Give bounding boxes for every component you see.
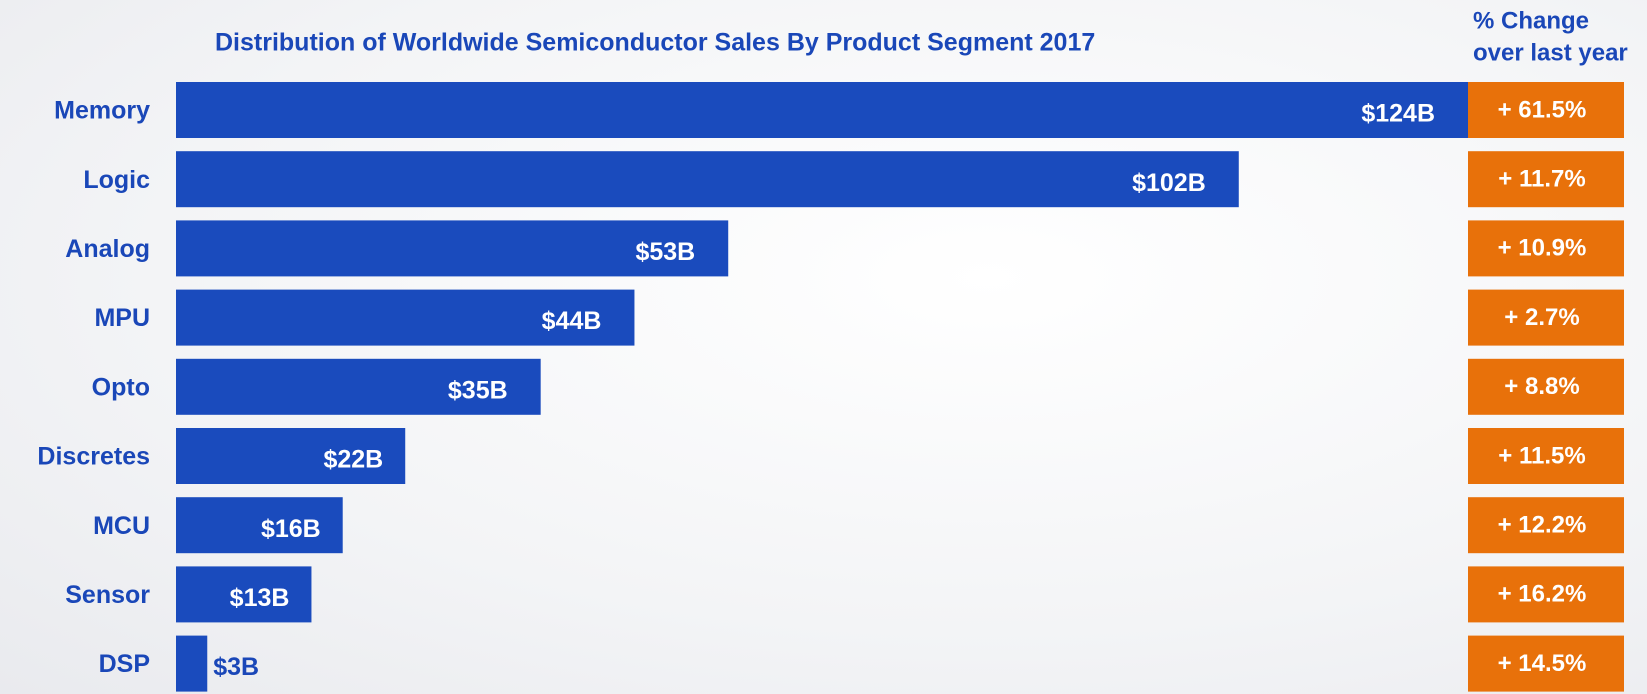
category-label: Discretes	[37, 443, 150, 471]
change-title: over last year	[1473, 39, 1628, 66]
value-label: $124B	[1361, 100, 1435, 128]
category-label: MCU	[93, 512, 150, 540]
category-label: Sensor	[65, 581, 150, 609]
change-box	[1468, 289, 1624, 346]
bar	[176, 428, 406, 484]
bar	[176, 151, 1239, 208]
value-label: $102B	[1132, 169, 1206, 197]
bar	[176, 358, 541, 415]
value-label: $44B	[542, 307, 602, 335]
change-box	[1468, 428, 1624, 484]
change-label: + 11.7%	[1498, 166, 1585, 193]
category-label: DSP	[99, 650, 150, 678]
bar	[176, 635, 208, 692]
change-label: + 12.2%	[1498, 512, 1587, 539]
change-label: + 61.5%	[1498, 96, 1587, 123]
change-label: + 8.8%	[1504, 373, 1579, 400]
change-box	[1468, 82, 1624, 138]
value-label: $3B	[213, 653, 259, 681]
bar	[176, 566, 312, 623]
category-label: Memory	[54, 97, 150, 125]
change-box	[1468, 566, 1624, 623]
value-label: $16B	[261, 515, 321, 543]
bar	[176, 220, 729, 277]
value-label: $35B	[448, 376, 508, 404]
category-label: Analog	[65, 235, 150, 263]
change-box	[1468, 635, 1624, 692]
change-label: + 2.7%	[1504, 304, 1579, 331]
chart-title: Distribution of Worldwide Semiconductor …	[215, 29, 1095, 57]
bar	[176, 497, 343, 554]
category-label: MPU	[94, 304, 150, 332]
category-label: Logic	[83, 166, 150, 194]
change-label: + 10.9%	[1498, 235, 1587, 262]
bar	[176, 289, 635, 346]
category-label: Opto	[92, 373, 150, 401]
bar	[176, 82, 1468, 138]
change-box	[1468, 358, 1624, 415]
change-label: + 11.5%	[1498, 442, 1585, 469]
change-box	[1468, 151, 1624, 208]
change-label: + 16.2%	[1498, 581, 1587, 608]
change-box	[1468, 497, 1624, 554]
value-label: $22B	[323, 446, 383, 474]
change-title: % Change	[1473, 7, 1589, 34]
change-box	[1468, 220, 1624, 277]
value-label: $53B	[635, 238, 695, 266]
value-label: $13B	[230, 584, 290, 612]
change-label: + 14.5%	[1498, 650, 1587, 677]
